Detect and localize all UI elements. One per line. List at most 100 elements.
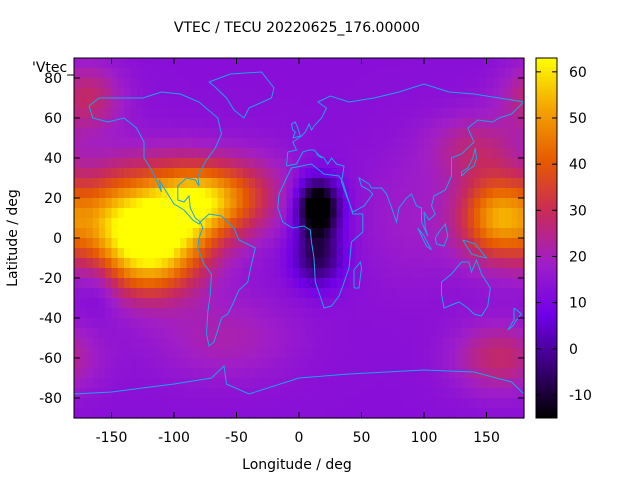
heatmap-cell <box>192 348 200 359</box>
heatmap-cell <box>374 258 381 269</box>
heatmap-cell <box>80 208 88 219</box>
heatmap-cell <box>136 248 144 259</box>
heatmap-cell <box>174 338 181 349</box>
heatmap-cell <box>274 148 281 159</box>
heatmap-cell <box>342 318 350 329</box>
heatmap-cell <box>455 208 463 219</box>
heatmap-cell <box>255 58 263 69</box>
heatmap-cell <box>436 68 444 79</box>
heatmap-cell <box>149 378 156 389</box>
heatmap-cell <box>124 368 131 379</box>
heatmap-cell <box>442 198 450 209</box>
heatmap-cell <box>80 408 88 419</box>
heatmap-cell <box>442 358 450 369</box>
heatmap-cell <box>505 118 513 129</box>
heatmap-cell <box>336 268 344 279</box>
heatmap-cell <box>411 408 419 419</box>
heatmap-cell <box>180 138 188 149</box>
heatmap-cell <box>249 258 256 269</box>
heatmap-cell <box>167 228 175 239</box>
heatmap-cell <box>180 288 188 299</box>
heatmap-cell <box>180 348 188 359</box>
heatmap-cell <box>286 308 294 319</box>
heatmap-cell <box>174 158 181 169</box>
heatmap-cell <box>467 378 475 389</box>
heatmap-cell <box>155 328 163 339</box>
heatmap-cell <box>355 118 363 129</box>
heatmap-cell <box>174 318 181 329</box>
heatmap-cell <box>86 258 94 269</box>
heatmap-cell <box>411 58 419 69</box>
heatmap-cell <box>80 228 88 239</box>
heatmap-cell <box>417 368 425 379</box>
heatmap-cell <box>86 118 94 129</box>
heatmap-cell <box>224 338 231 349</box>
heatmap-cell <box>236 58 244 69</box>
heatmap-cell <box>367 358 375 369</box>
heatmap-cell <box>449 358 456 369</box>
heatmap-cell <box>442 298 450 309</box>
heatmap-cell <box>211 258 219 269</box>
heatmap-cell <box>336 198 344 209</box>
heatmap-cell <box>130 78 138 89</box>
heatmap-cell <box>211 88 219 99</box>
heatmap-cell <box>417 258 425 269</box>
heatmap-cell <box>299 248 306 259</box>
heatmap-cell <box>174 398 181 409</box>
heatmap-cell <box>261 348 269 359</box>
heatmap-cell <box>417 228 425 239</box>
heatmap-cell <box>399 318 406 329</box>
heatmap-cell <box>199 58 206 69</box>
heatmap-cell <box>92 318 100 329</box>
heatmap-cell <box>392 308 400 319</box>
heatmap-cell <box>117 308 125 319</box>
heatmap-cell <box>249 218 256 229</box>
heatmap-cell <box>517 158 525 169</box>
heatmap-cell <box>305 308 313 319</box>
heatmap-cell <box>267 68 275 79</box>
heatmap-cell <box>292 328 300 339</box>
heatmap-cell <box>211 98 219 109</box>
heatmap-cell <box>130 408 138 419</box>
heatmap-cell <box>367 348 375 359</box>
heatmap-cell <box>517 288 525 299</box>
heatmap-cell <box>517 168 525 179</box>
heatmap-cell <box>280 78 288 89</box>
heatmap-cell <box>92 338 100 349</box>
heatmap-cell <box>405 188 413 199</box>
heatmap-cell <box>80 148 88 159</box>
heatmap-cell <box>155 358 163 369</box>
heatmap-cell <box>324 328 331 339</box>
heatmap-cell <box>217 108 225 119</box>
heatmap-cell <box>367 378 375 389</box>
heatmap-cell <box>199 158 206 169</box>
heatmap-cell <box>230 288 238 299</box>
heatmap-cell <box>392 268 400 279</box>
heatmap-cell <box>117 358 125 369</box>
heatmap-cell <box>417 238 425 249</box>
heatmap-cell <box>367 158 375 169</box>
heatmap-cell <box>355 308 363 319</box>
heatmap-cell <box>180 388 188 399</box>
heatmap-cell <box>230 318 238 329</box>
heatmap-cell <box>155 118 163 129</box>
heatmap-cell <box>361 188 369 199</box>
heatmap-cell <box>386 368 394 379</box>
heatmap-cell <box>74 188 81 199</box>
heatmap-cell <box>480 58 488 69</box>
heatmap-cell <box>499 238 506 249</box>
heatmap-cell <box>180 278 188 289</box>
heatmap-cell <box>361 228 369 239</box>
heatmap-cell <box>99 218 106 229</box>
heatmap-cell <box>517 208 525 219</box>
heatmap-cell <box>174 198 181 209</box>
heatmap-cell <box>80 258 88 269</box>
heatmap-cell <box>380 98 388 109</box>
heatmap-cell <box>305 138 313 149</box>
heatmap-cell <box>305 108 313 119</box>
heatmap-cell <box>111 258 119 269</box>
heatmap-cell <box>324 348 331 359</box>
heatmap-cell <box>242 78 250 89</box>
heatmap-cell <box>99 128 106 139</box>
heatmap-cell <box>105 108 113 119</box>
